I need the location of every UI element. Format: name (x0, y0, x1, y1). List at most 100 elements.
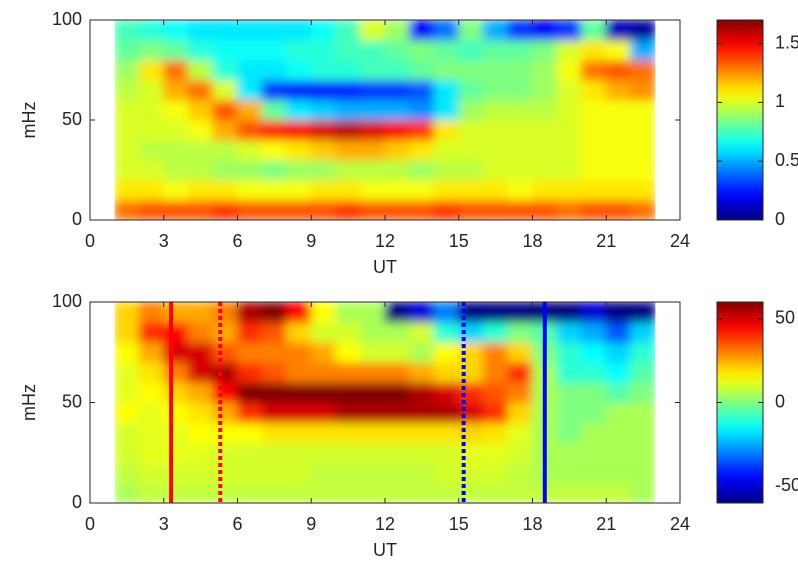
heat-cell (163, 199, 189, 220)
heat-cell (433, 422, 460, 444)
heat-cell (433, 199, 460, 220)
heat-cell (581, 179, 607, 201)
heat-cell (458, 79, 484, 101)
heat-cell (335, 402, 361, 424)
heat-cell (286, 402, 312, 424)
heat-cell (187, 99, 214, 121)
heat-cell (409, 402, 435, 424)
heat-cell (138, 361, 165, 383)
heat-cell (482, 79, 509, 101)
heat-cell (261, 341, 288, 363)
heat-cell (187, 39, 214, 61)
heat-cell (114, 442, 140, 464)
heat-cell (605, 321, 632, 343)
heat-cell (359, 361, 386, 383)
heat-cell (384, 39, 411, 61)
colorbar-tick-label: 0.5 (775, 150, 798, 170)
heat-cell (384, 159, 411, 181)
heat-cell (409, 361, 435, 383)
heat-cell (630, 99, 656, 121)
heat-cell (507, 59, 533, 81)
heat-cell (409, 321, 435, 343)
heat-cell (286, 361, 312, 383)
heat-cell (359, 402, 386, 424)
heat-cell (581, 119, 607, 141)
heat-cell (581, 321, 607, 343)
heat-cell (286, 302, 312, 323)
heat-cell (409, 179, 435, 201)
heat-cell (359, 20, 386, 41)
heat-cell (114, 302, 140, 323)
heat-cell (359, 321, 386, 343)
heat-cell (630, 381, 656, 403)
heat-cell (433, 381, 460, 403)
heat-cell (482, 442, 509, 464)
heat-cell (335, 341, 361, 363)
heat-cell (433, 442, 460, 464)
heat-cell (556, 402, 583, 424)
heat-cell (114, 159, 140, 181)
heat-cell (114, 20, 140, 41)
heat-cell (261, 39, 288, 61)
x-tick-label: 21 (596, 514, 616, 534)
heat-cell (114, 462, 140, 484)
heat-cell (187, 59, 214, 81)
heat-cell (187, 119, 214, 141)
heat-cell (310, 341, 337, 363)
heat-cell (384, 119, 411, 141)
heat-cell (556, 442, 583, 464)
heat-cell (556, 59, 583, 81)
heat-cell (310, 482, 337, 503)
heat-cell (310, 361, 337, 383)
heat-cell (237, 59, 263, 81)
heat-cell (310, 402, 337, 424)
heat-cell (507, 39, 533, 61)
heat-cell (409, 39, 435, 61)
heat-cell (630, 422, 656, 444)
x-axis-label: UT (373, 257, 397, 277)
heat-cell (433, 361, 460, 383)
y-tick-label: 100 (52, 291, 82, 311)
heat-cell (212, 422, 238, 444)
heat-cell (335, 462, 361, 484)
heat-cell (482, 179, 509, 201)
heat-cell (163, 20, 189, 41)
heat-cell (482, 381, 509, 403)
y-axis-label: mHz (19, 102, 39, 139)
heat-cell (532, 59, 558, 81)
heat-cell (114, 119, 140, 141)
heat-cell (359, 99, 386, 121)
heat-cell (261, 302, 288, 323)
heat-cell (384, 59, 411, 81)
heat-cell (335, 99, 361, 121)
heat-cell (507, 321, 533, 343)
x-tick-label: 12 (375, 514, 395, 534)
heat-cell (482, 99, 509, 121)
heat-cell (286, 482, 312, 503)
heat-cell (286, 422, 312, 444)
heat-cell (482, 59, 509, 81)
heat-cell (163, 59, 189, 81)
heat-cell (114, 381, 140, 403)
heat-cell (605, 361, 632, 383)
x-tick-label: 15 (449, 231, 469, 251)
heat-cell (310, 321, 337, 343)
heat-cell (532, 199, 558, 220)
heat-cell (507, 179, 533, 201)
heat-cell (581, 381, 607, 403)
heat-cell (605, 402, 632, 424)
heat-cell (138, 482, 165, 503)
heat-cell (212, 321, 238, 343)
heat-cell (605, 119, 632, 141)
heat-cell (384, 139, 411, 161)
heat-cell (581, 482, 607, 503)
heat-cell (261, 381, 288, 403)
heat-cell (433, 302, 460, 323)
heat-cell (138, 20, 165, 41)
heat-cell (359, 442, 386, 464)
heat-cell (630, 59, 656, 81)
heat-cell (163, 99, 189, 121)
heat-cell (384, 422, 411, 444)
heat-cell (409, 139, 435, 161)
heat-cell (138, 99, 165, 121)
